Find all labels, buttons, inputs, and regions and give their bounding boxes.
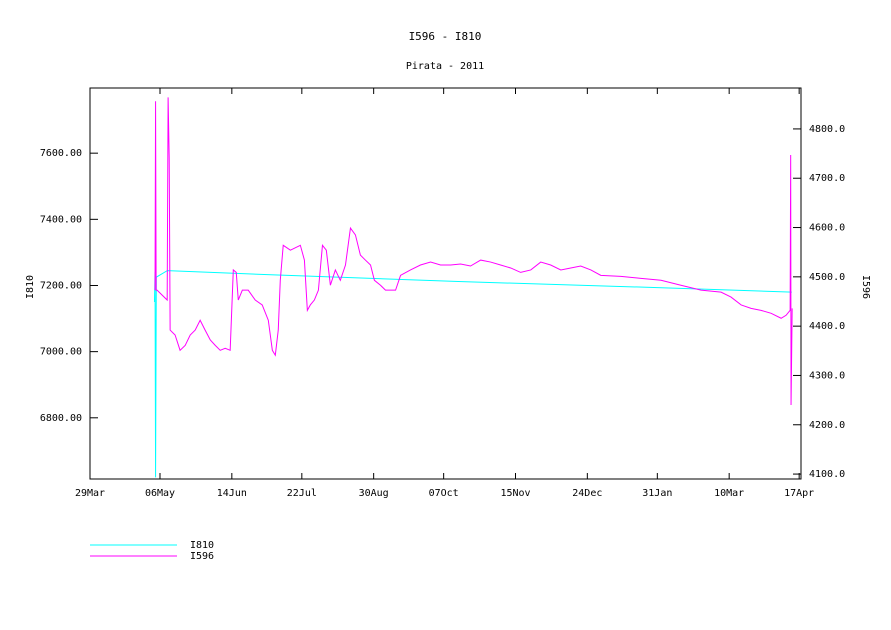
legend-label: I596 — [190, 551, 214, 562]
y2-tick-label: 4400.0 — [809, 321, 845, 332]
chart-title: I596 - I810 — [409, 30, 482, 43]
y2-tick-label: 4600.0 — [809, 223, 845, 234]
y-tick-label: 7200.00 — [40, 280, 82, 291]
y2-tick-label: 4700.0 — [809, 173, 845, 184]
series-line — [153, 270, 792, 478]
y-tick-label: 7600.00 — [40, 148, 82, 159]
x-tick-label: 14Jun — [217, 488, 247, 499]
x-tick-label: 24Dec — [572, 488, 602, 499]
y2-axis-label: I596 — [860, 275, 871, 299]
x-tick-label: 22Jul — [287, 488, 317, 499]
series-line — [154, 97, 793, 406]
y-tick-label: 7000.00 — [40, 347, 82, 358]
plot-frame — [89, 87, 802, 480]
y2-tick-label: 4300.0 — [809, 370, 845, 381]
y-tick-label: 6800.00 — [40, 413, 82, 424]
x-tick-label: 06May — [145, 488, 175, 499]
y2-tick-label: 4800.0 — [809, 124, 845, 135]
y2-tick-label: 4200.0 — [809, 420, 845, 431]
y-axis-label: I810 — [25, 275, 36, 299]
x-tick-label: 30Aug — [359, 488, 389, 499]
legend-label: I810 — [190, 540, 214, 551]
x-tick-label: 07Oct — [429, 488, 459, 499]
x-tick-label: 31Jan — [642, 488, 672, 499]
y2-tick-label: 4100.0 — [809, 469, 845, 480]
y-tick-label: 7400.00 — [40, 214, 82, 225]
x-tick-label: 10Mar — [714, 488, 744, 499]
chart-subtitle: Pirata - 2011 — [406, 61, 484, 72]
y2-tick-label: 4500.0 — [809, 272, 845, 283]
x-tick-label: 29Mar — [75, 488, 105, 499]
x-tick-label: 17Apr — [784, 488, 814, 499]
x-tick-label: 15Nov — [500, 488, 530, 499]
